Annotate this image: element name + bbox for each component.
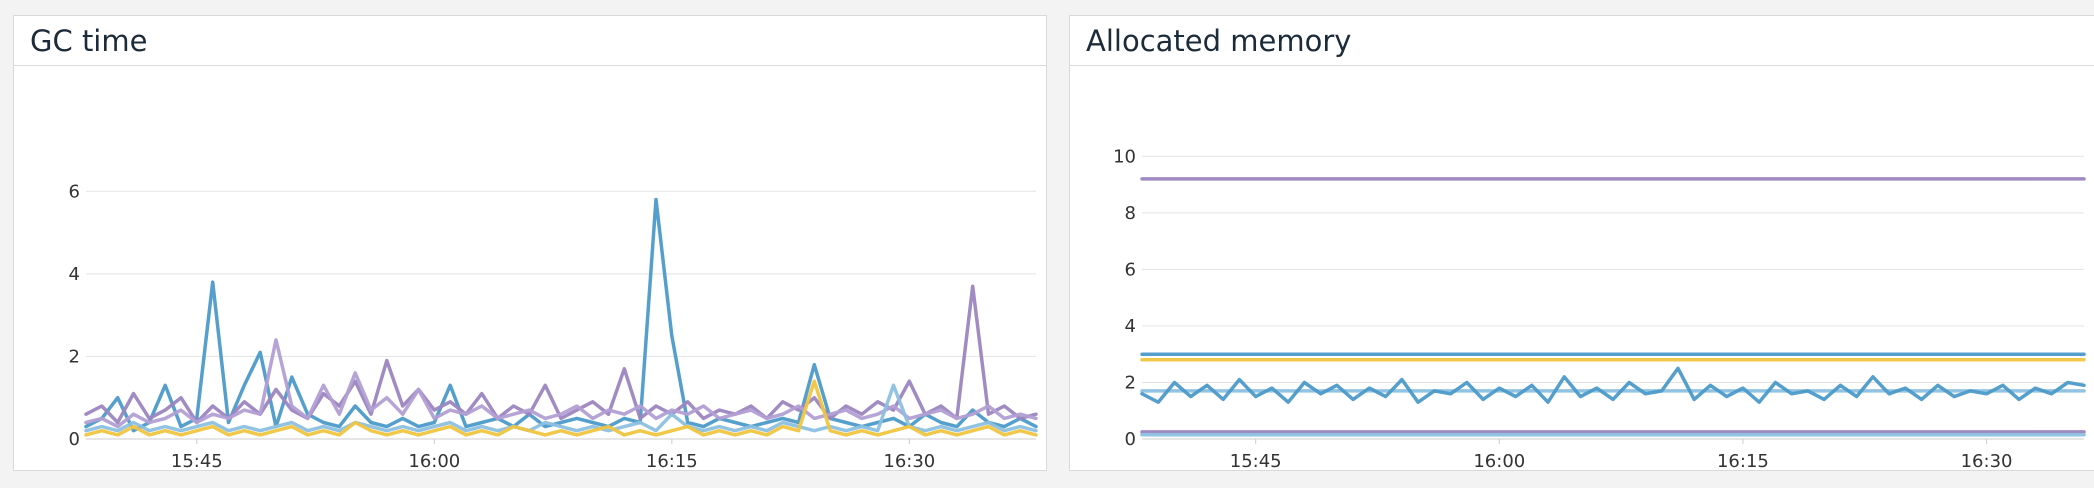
gc-time-panel: GC time 0 2 4 6 15:45 16:00 16:15 16:30 — [13, 15, 1047, 471]
y-tick-label: 4 — [69, 264, 80, 285]
series-line-0[interactable] — [84, 197, 1038, 433]
gc-time-header: GC time — [14, 16, 1046, 66]
series-line-6[interactable] — [1140, 366, 2086, 404]
y-tick-label: 6 — [69, 181, 80, 202]
x-tick-label: 16:30 — [1961, 451, 2013, 471]
allocated-memory-title: Allocated memory — [1086, 23, 1352, 58]
x-tick-label: 15:45 — [171, 451, 223, 471]
x-tick-label: 16:15 — [646, 451, 698, 471]
y-tick-label: 8 — [1125, 203, 1136, 224]
y-tick-label: 0 — [1125, 429, 1136, 450]
allocated-memory-panel: Allocated memory 0 2 4 6 8 10 15:45 16:00 16:15 1… — [1069, 15, 2094, 471]
x-tick-label: 16:00 — [408, 451, 460, 471]
series-line-4[interactable] — [84, 379, 1038, 437]
y-tick-label: 6 — [1125, 259, 1136, 280]
x-tick-label: 15:45 — [1230, 451, 1282, 471]
series-line-2[interactable] — [84, 338, 1038, 429]
gc-time-title: GC time — [30, 23, 148, 58]
series-line-3[interactable] — [84, 383, 1038, 433]
series-line-1[interactable] — [84, 284, 1038, 425]
x-tick-label: 16:15 — [1717, 451, 1769, 471]
y-tick-label: 10 — [1113, 146, 1136, 167]
y-tick-label: 2 — [69, 346, 80, 367]
gc-time-chart[interactable]: 0 2 4 6 15:45 16:00 16:15 16:30 — [14, 66, 1048, 471]
y-tick-label: 0 — [69, 429, 80, 450]
y-tick-label: 2 — [1125, 372, 1136, 393]
y-tick-label: 4 — [1125, 316, 1136, 337]
x-tick-label: 16:00 — [1473, 451, 1525, 471]
allocated-memory-chart[interactable]: 0 2 4 6 8 10 15:45 16:00 16:15 16:30 — [1070, 66, 2094, 471]
allocated-memory-header: Allocated memory — [1070, 16, 2094, 66]
x-tick-label: 16:30 — [883, 451, 935, 471]
